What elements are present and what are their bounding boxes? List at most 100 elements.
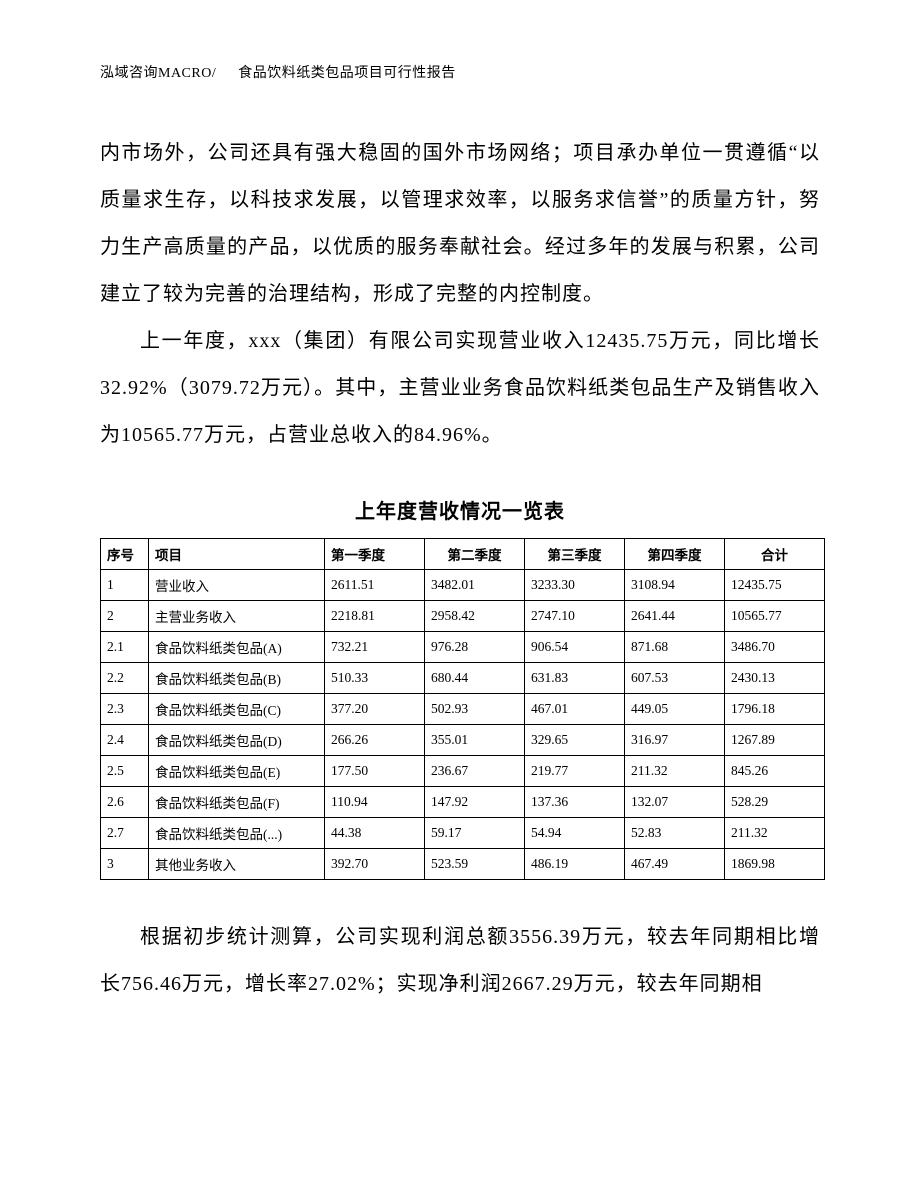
table-cell: 主营业务收入: [149, 601, 325, 632]
table-cell: 377.20: [325, 694, 425, 725]
revenue-table: 序号 项目 第一季度 第二季度 第三季度 第四季度 合计 1营业收入2611.5…: [100, 538, 825, 880]
table-row: 2主营业务收入2218.812958.422747.102641.4410565…: [101, 601, 825, 632]
table-row: 1营业收入2611.513482.013233.303108.9412435.7…: [101, 570, 825, 601]
table-cell: 10565.77: [725, 601, 825, 632]
table-cell: 355.01: [425, 725, 525, 756]
table-cell: 食品饮料纸类包品(D): [149, 725, 325, 756]
table-cell: 467.01: [525, 694, 625, 725]
table-cell: 976.28: [425, 632, 525, 663]
table-cell: 食品饮料纸类包品(B): [149, 663, 325, 694]
table-cell: 2.2: [101, 663, 149, 694]
table-cell: 2.1: [101, 632, 149, 663]
table-cell: 502.93: [425, 694, 525, 725]
table-cell: 3486.70: [725, 632, 825, 663]
table-cell: 211.32: [725, 818, 825, 849]
table-cell: 631.83: [525, 663, 625, 694]
table-cell: 2958.42: [425, 601, 525, 632]
table-row: 2.7食品饮料纸类包品(...)44.3859.1754.9452.83211.…: [101, 818, 825, 849]
table-cell: 3108.94: [625, 570, 725, 601]
table-row: 2.3食品饮料纸类包品(C)377.20502.93467.01449.0517…: [101, 694, 825, 725]
paragraph-3: 根据初步统计测算，公司实现利润总额3556.39万元，较去年同期相比增长756.…: [100, 914, 820, 1008]
table-row: 2.1食品饮料纸类包品(A)732.21976.28906.54871.6834…: [101, 632, 825, 663]
table-row: 2.2食品饮料纸类包品(B)510.33680.44631.83607.5324…: [101, 663, 825, 694]
col-total: 合计: [725, 539, 825, 570]
table-cell: 2: [101, 601, 149, 632]
header-left: 泓域咨询MACRO/: [100, 66, 216, 81]
table-cell: 392.70: [325, 849, 425, 880]
table-cell: 528.29: [725, 787, 825, 818]
table-cell: 44.38: [325, 818, 425, 849]
table-cell: 食品饮料纸类包品(F): [149, 787, 325, 818]
table-header-row: 序号 项目 第一季度 第二季度 第三季度 第四季度 合计: [101, 539, 825, 570]
col-q3: 第三季度: [525, 539, 625, 570]
table-cell: 2611.51: [325, 570, 425, 601]
table-cell: 2747.10: [525, 601, 625, 632]
table-cell: 12435.75: [725, 570, 825, 601]
table-row: 2.5食品饮料纸类包品(E)177.50236.67219.77211.3284…: [101, 756, 825, 787]
table-cell: 132.07: [625, 787, 725, 818]
table-cell: 177.50: [325, 756, 425, 787]
table-header: 序号 项目 第一季度 第二季度 第三季度 第四季度 合计: [101, 539, 825, 570]
table-cell: 1267.89: [725, 725, 825, 756]
table-cell: 266.26: [325, 725, 425, 756]
table-cell: 316.97: [625, 725, 725, 756]
table-cell: 1796.18: [725, 694, 825, 725]
table-cell: 680.44: [425, 663, 525, 694]
page-header: 泓域咨询MACRO/食品饮料纸类包品项目可行性报告: [100, 62, 820, 82]
header-right: 食品饮料纸类包品项目可行性报告: [238, 66, 456, 81]
table-body: 1营业收入2611.513482.013233.303108.9412435.7…: [101, 570, 825, 880]
table-cell: 523.59: [425, 849, 525, 880]
body-section-2: 根据初步统计测算，公司实现利润总额3556.39万元，较去年同期相比增长756.…: [100, 914, 820, 1008]
document-page: 泓域咨询MACRO/食品饮料纸类包品项目可行性报告 内市场外，公司还具有强大稳固…: [0, 0, 920, 1191]
table-row: 2.6食品饮料纸类包品(F)110.94147.92137.36132.0752…: [101, 787, 825, 818]
table-cell: 906.54: [525, 632, 625, 663]
table-cell: 110.94: [325, 787, 425, 818]
table-cell: 211.32: [625, 756, 725, 787]
col-item: 项目: [149, 539, 325, 570]
col-q4: 第四季度: [625, 539, 725, 570]
table-cell: 其他业务收入: [149, 849, 325, 880]
table-cell: 2.4: [101, 725, 149, 756]
col-q2: 第二季度: [425, 539, 525, 570]
table-cell: 食品饮料纸类包品(...): [149, 818, 325, 849]
table-cell: 510.33: [325, 663, 425, 694]
table-cell: 871.68: [625, 632, 725, 663]
col-seq: 序号: [101, 539, 149, 570]
table-cell: 236.67: [425, 756, 525, 787]
col-q1: 第一季度: [325, 539, 425, 570]
table-cell: 449.05: [625, 694, 725, 725]
table-cell: 845.26: [725, 756, 825, 787]
table-cell: 59.17: [425, 818, 525, 849]
table-cell: 食品饮料纸类包品(E): [149, 756, 325, 787]
table-cell: 食品饮料纸类包品(C): [149, 694, 325, 725]
table-row: 2.4食品饮料纸类包品(D)266.26355.01329.65316.9712…: [101, 725, 825, 756]
table-cell: 486.19: [525, 849, 625, 880]
table-cell: 467.49: [625, 849, 725, 880]
table-cell: 1869.98: [725, 849, 825, 880]
table-cell: 147.92: [425, 787, 525, 818]
table-cell: 329.65: [525, 725, 625, 756]
body-section-1: 内市场外，公司还具有强大稳固的国外市场网络；项目承办单位一贯遵循“以质量求生存，…: [100, 130, 820, 459]
table-title: 上年度营收情况一览表: [100, 495, 820, 524]
table-cell: 52.83: [625, 818, 725, 849]
paragraph-1: 内市场外，公司还具有强大稳固的国外市场网络；项目承办单位一贯遵循“以质量求生存，…: [100, 130, 820, 318]
table-cell: 2641.44: [625, 601, 725, 632]
table-cell: 607.53: [625, 663, 725, 694]
table-cell: 3: [101, 849, 149, 880]
table-cell: 2.6: [101, 787, 149, 818]
table-cell: 2218.81: [325, 601, 425, 632]
table-cell: 2.7: [101, 818, 149, 849]
paragraph-2: 上一年度，xxx（集团）有限公司实现营业收入12435.75万元，同比增长32.…: [100, 318, 820, 459]
table-cell: 2.5: [101, 756, 149, 787]
table-cell: 食品饮料纸类包品(A): [149, 632, 325, 663]
table-cell: 219.77: [525, 756, 625, 787]
table-cell: 2430.13: [725, 663, 825, 694]
table-cell: 2.3: [101, 694, 149, 725]
table-cell: 137.36: [525, 787, 625, 818]
table-cell: 3233.30: [525, 570, 625, 601]
table-cell: 3482.01: [425, 570, 525, 601]
table-cell: 54.94: [525, 818, 625, 849]
table-cell: 1: [101, 570, 149, 601]
table-cell: 732.21: [325, 632, 425, 663]
table-row: 3其他业务收入392.70523.59486.19467.491869.98: [101, 849, 825, 880]
